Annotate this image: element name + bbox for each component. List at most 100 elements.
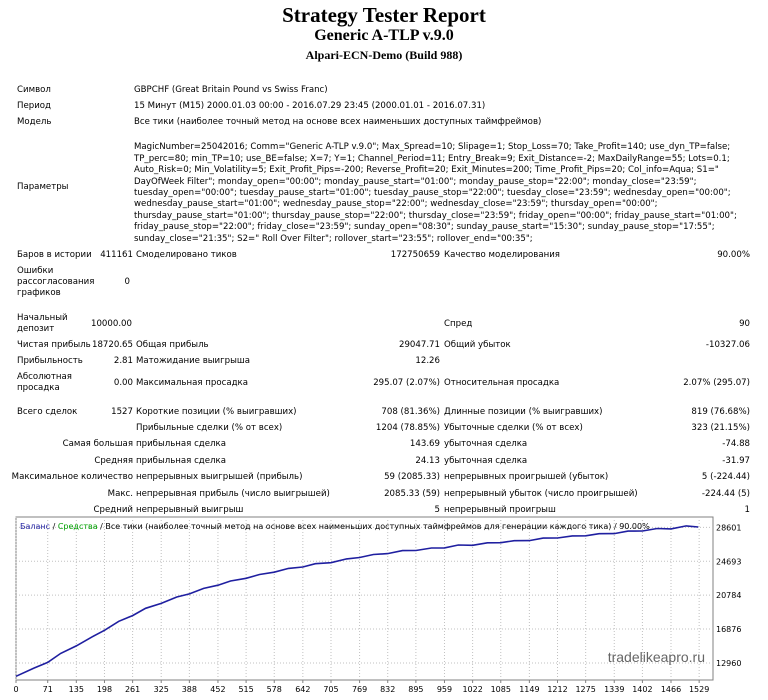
params-text: MagicNumber=25042016; Comm="Generic A-TL… bbox=[134, 131, 737, 256]
x-tick-label: 1466 bbox=[661, 685, 681, 694]
params-line: DayOfWeek Filter"; monday_open="00:00"; … bbox=[134, 176, 697, 187]
net-profit-label: Чистая прибыль bbox=[17, 340, 91, 350]
average-profit-value: 24.13 bbox=[415, 456, 440, 466]
y-tick-label: 24693 bbox=[716, 557, 741, 566]
balance-series-line bbox=[15, 525, 699, 678]
max-cons-loss-value: -224.44 (5) bbox=[701, 489, 750, 499]
x-tick-label: 1212 bbox=[547, 685, 567, 694]
x-tick-label: 1275 bbox=[575, 685, 595, 694]
avg-cons-losses-value: 1 bbox=[744, 505, 750, 515]
gross-profit-value: 29047.71 bbox=[398, 340, 440, 350]
y-tick-label: 16876 bbox=[716, 625, 741, 634]
x-tick-label: 1085 bbox=[491, 685, 511, 694]
x-tick-label: 642 bbox=[295, 685, 310, 694]
average-label: Средняя bbox=[94, 456, 133, 466]
x-tick-label: 959 bbox=[437, 685, 452, 694]
x-axis: 0 71 135 198 261 325 388 452 515 578 642 705 769 832 8… bbox=[13, 680, 709, 694]
errors-label: рассогласования bbox=[17, 277, 95, 287]
abs-drawdown-label: просадка bbox=[17, 383, 60, 393]
y-tick-label: 28601 bbox=[716, 523, 741, 532]
x-tick-label: 832 bbox=[380, 685, 395, 694]
expected-payoff-value: 12.26 bbox=[415, 356, 440, 366]
bars-value: 411161 bbox=[100, 250, 133, 260]
x-tick-label: 1022 bbox=[462, 685, 482, 694]
deposit-label: Начальный bbox=[17, 313, 68, 323]
short-positions-label: Короткие позиции (% выигравших) bbox=[136, 407, 297, 417]
params-line: sunday_close="21:35"; S2=" Roll Over Fil… bbox=[134, 233, 533, 244]
largest-loss-label: убыточная сделка bbox=[444, 439, 528, 449]
avg-cons-losses-label: непрерывный проигрыш bbox=[444, 505, 556, 515]
errors-value: 0 bbox=[124, 277, 130, 287]
profit-trades-value: 1204 (78.85%) bbox=[375, 423, 440, 433]
x-tick-label: 1149 bbox=[519, 685, 539, 694]
long-positions-value: 819 (76.68%) bbox=[691, 407, 750, 417]
watermark: tradelikeapro.ru bbox=[608, 649, 705, 665]
max-count-label: Максимальное количество bbox=[11, 472, 133, 482]
spread-value: 90 bbox=[739, 319, 750, 329]
params-line: tuesday_open="00:00"; tuesday_pause_star… bbox=[134, 188, 731, 199]
loss-trades-label: Убыточные сделки (% от всех) bbox=[444, 423, 583, 433]
avg-cons-wins-value: 5 bbox=[434, 505, 440, 515]
x-tick-label: 769 bbox=[352, 685, 367, 694]
x-tick-label: 261 bbox=[125, 685, 140, 694]
x-tick-label: 325 bbox=[154, 685, 169, 694]
params-line: TP_perc=80; min_TP=10; use_BE=false; X=7… bbox=[134, 153, 730, 164]
max-drawdown-value: 295.07 (2.07%) bbox=[373, 378, 440, 388]
deposit-label: депозит bbox=[17, 324, 55, 334]
gross-loss-value: -10327.06 bbox=[705, 340, 750, 350]
average-loss-label: убыточная сделка bbox=[444, 456, 528, 466]
server-name: Alpari-ECN-Demo (Build 988) bbox=[305, 48, 463, 62]
bars-label: Баров в истории bbox=[17, 250, 92, 260]
max-cons-wins-value: 59 (2085.33) bbox=[384, 472, 440, 482]
spread-label: Спред bbox=[444, 319, 473, 329]
expected-payoff-label: Матожидание выигрыша bbox=[136, 356, 251, 366]
grid-lines bbox=[15, 517, 713, 680]
deposit-value: 10000.00 bbox=[90, 319, 132, 329]
quality-label: Качество моделирования bbox=[444, 250, 560, 260]
x-tick-label: 0 bbox=[13, 685, 18, 694]
max-cons-profit-value: 2085.33 (59) bbox=[384, 489, 440, 499]
short-positions-value: 708 (81.36%) bbox=[381, 407, 440, 417]
rel-drawdown-label: Относительная просадка bbox=[444, 378, 560, 388]
gross-profit-label: Общая прибыль bbox=[136, 340, 209, 350]
max-cons-profit-label: непрерывная прибыль (число выигрышей) bbox=[136, 489, 330, 499]
y-axis: 12960 16876 20784 24693 28601 bbox=[716, 523, 741, 668]
net-profit-value: 18720.65 bbox=[91, 340, 133, 350]
max-drawdown-label: Максимальная просадка bbox=[136, 378, 248, 388]
params-line: Auto_Risk=0; Min_Volatility=5; Exit_Prof… bbox=[134, 165, 719, 176]
model-value: Все тики (наиболее точный метод на основ… bbox=[134, 117, 542, 127]
errors-label: графиков bbox=[17, 288, 61, 298]
y-tick-label: 20784 bbox=[716, 591, 741, 600]
symbol-label: Символ bbox=[17, 85, 51, 95]
x-tick-label: 135 bbox=[69, 685, 84, 694]
profit-factor-label: Прибыльность bbox=[17, 356, 83, 366]
total-trades-value: 1527 bbox=[111, 407, 133, 417]
period-label: Период bbox=[17, 101, 51, 111]
params-line: wednesday_pause_start="01:00"; wednesday… bbox=[134, 199, 658, 210]
errors-label: Ошибки bbox=[17, 266, 54, 276]
x-tick-label: 895 bbox=[408, 685, 423, 694]
x-tick-label: 1529 bbox=[689, 685, 709, 694]
max-label: Макс. bbox=[107, 489, 133, 499]
x-tick-label: 452 bbox=[210, 685, 225, 694]
legend-text: / Все тики (наиболее точный метод на осн… bbox=[98, 522, 650, 531]
long-positions-label: Длинные позиции (% выигравших) bbox=[444, 407, 603, 417]
symbol-value: GBPCHF (Great Britain Pound vs Swiss Fra… bbox=[134, 85, 328, 95]
params-line: friday_pause_stop="22:00"; friday_close=… bbox=[134, 222, 715, 233]
max-cons-losses-label: непрерывных проигрышей (убыток) bbox=[444, 472, 609, 482]
max-cons-losses-value: 5 (-224.44) bbox=[701, 472, 750, 482]
gross-loss-label: Общий убыток bbox=[444, 340, 511, 350]
params-line: thursday_pause_start="01:00"; thursday_p… bbox=[134, 210, 737, 221]
x-tick-label: 198 bbox=[97, 685, 112, 694]
x-tick-label: 71 bbox=[43, 685, 53, 694]
legend-equity: Средства bbox=[58, 522, 98, 531]
x-tick-label: 1339 bbox=[604, 685, 624, 694]
total-trades-label: Всего сделок bbox=[17, 407, 78, 417]
largest-profit-label: прибыльная сделка bbox=[136, 439, 226, 449]
balance-chart: 12960 16876 20784 24693 28601 0 71 135 198 261 32… bbox=[13, 516, 741, 694]
max-cons-loss-label: непрерывный убыток (число проигрышей) bbox=[444, 489, 638, 499]
y-tick-label: 12960 bbox=[716, 659, 741, 668]
params-line: MagicNumber=25042016; Comm="Generic A-TL… bbox=[134, 142, 731, 153]
profit-factor-value: 2.81 bbox=[113, 356, 133, 366]
report-title: Strategy Tester Report bbox=[282, 3, 486, 27]
